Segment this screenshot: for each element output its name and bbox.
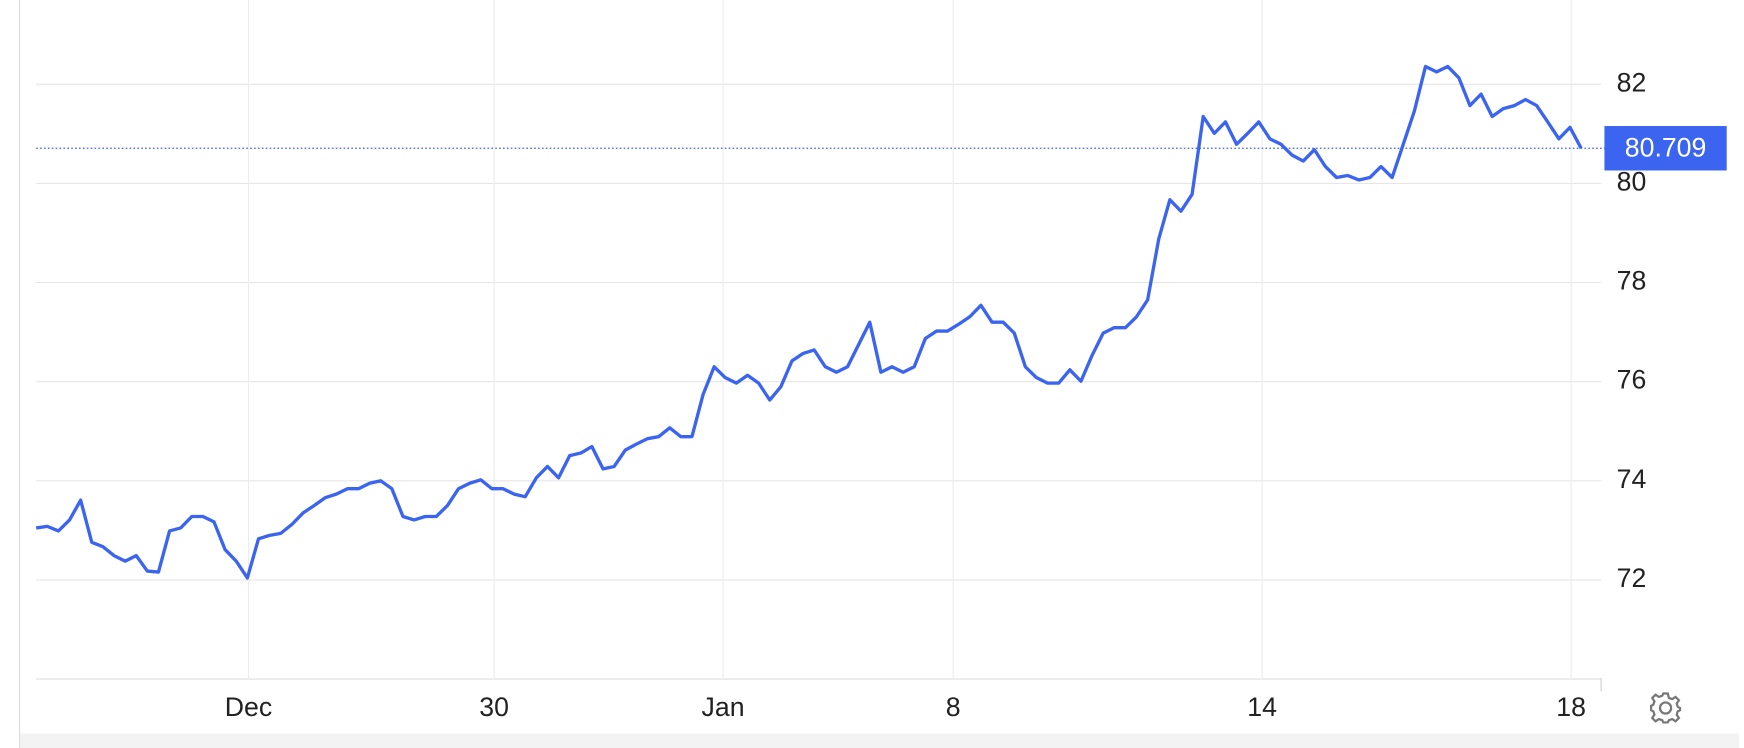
- x-tick-label: 18: [1556, 692, 1586, 722]
- x-tick-label: Jan: [702, 692, 745, 722]
- settings-icon[interactable]: [1650, 692, 1682, 724]
- x-tick-label: Dec: [225, 692, 272, 722]
- last-value-box: [1604, 126, 1727, 171]
- y-tick-label: 78: [1617, 266, 1647, 296]
- price-line: [35, 64, 1583, 580]
- y-tick-label: 80: [1617, 166, 1647, 196]
- y-tick-label: 72: [1617, 563, 1647, 593]
- x-tick-label: 14: [1247, 692, 1277, 722]
- y-tick-label: 82: [1617, 67, 1647, 97]
- y-tick-label: 76: [1617, 365, 1647, 395]
- last-value-label: 80.709: [1625, 132, 1707, 162]
- x-tick-label: 30: [479, 692, 509, 722]
- bottom-bar: [19, 733, 1739, 748]
- y-tick-label: 74: [1617, 464, 1647, 494]
- x-tick-label: 8: [946, 692, 961, 722]
